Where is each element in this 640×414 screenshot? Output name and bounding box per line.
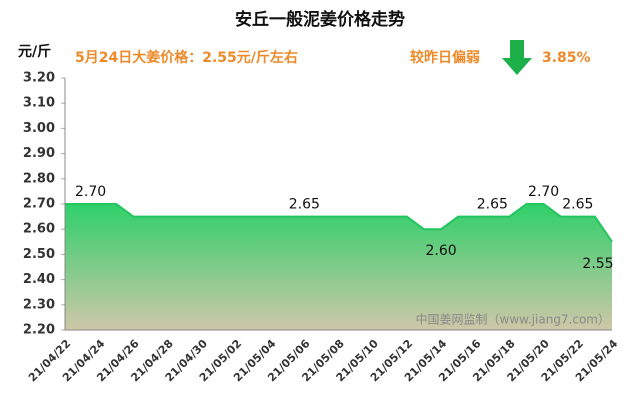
trend-value: 3.85% (542, 50, 591, 66)
data-label: 2.60 (425, 243, 456, 259)
data-label: 2.70 (528, 184, 559, 200)
y-unit: 元/斤 (18, 43, 51, 60)
y-tick-label: 2.70 (23, 197, 55, 212)
y-tick-label: 2.90 (23, 146, 55, 161)
watermark: 中国姜网监制（www.jiang7.com） (416, 312, 610, 327)
trend-text: 较昨日偏弱 (410, 49, 480, 66)
chart-title: 安丘一般泥姜价格走势 (235, 9, 405, 30)
data-label: 2.65 (562, 197, 593, 213)
data-label: 2.65 (289, 197, 320, 213)
area-fill (65, 204, 612, 330)
y-tick-label: 2.30 (23, 297, 55, 312)
down-arrow (502, 40, 532, 75)
plot: 2.20 2.30 2.40 2.50 2.60 2.70 2.80 2.90 3.00 3.10… (23, 71, 621, 385)
data-label: 2.65 (477, 197, 508, 213)
y-tick-label: 2.40 (23, 272, 55, 287)
y-tick-label: 3.10 (23, 96, 55, 111)
y-tick-label: 2.60 (23, 222, 55, 237)
y-tick-label: 3.20 (23, 71, 55, 86)
y-tick-label: 3.00 (23, 121, 55, 136)
y-tick-label: 2.20 (23, 323, 55, 338)
data-label: 2.55 (582, 256, 613, 272)
subtitle: 5月24日大姜价格：2.55元/斤左右 (75, 49, 298, 66)
area-line (65, 203, 613, 243)
y-tick-label: 2.80 (23, 171, 55, 186)
y-tick-label: 2.50 (23, 247, 55, 262)
data-label: 2.70 (75, 184, 106, 200)
